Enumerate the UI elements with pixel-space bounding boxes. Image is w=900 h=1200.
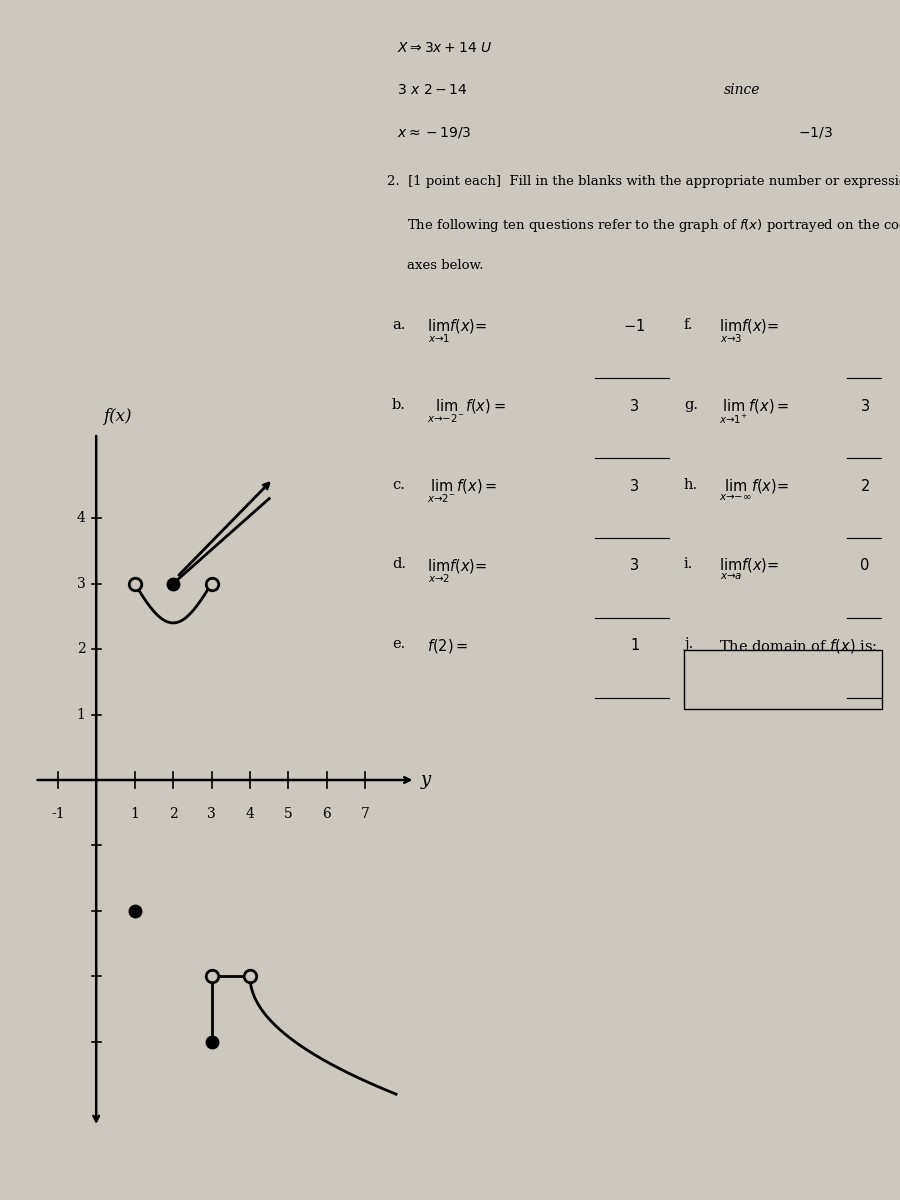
Text: $X \Rightarrow 3x + 14\ U$: $X \Rightarrow 3x + 14\ U$	[397, 41, 492, 55]
Text: b.: b.	[392, 397, 406, 412]
Text: since: since	[724, 83, 760, 97]
Text: The domain of $f(x)$ is:: The domain of $f(x)$ is:	[719, 637, 877, 655]
Text: -1: -1	[51, 808, 65, 822]
Text: $\lim_{x \to a} f(x) =$: $\lim_{x \to a} f(x) =$	[719, 557, 778, 582]
Text: $3$: $3$	[629, 557, 640, 574]
Text: axes below.: axes below.	[407, 259, 483, 272]
Bar	[684, 649, 882, 708]
Text: $\lim_{x \to -\infty} f(x) =$: $\lim_{x \to -\infty} f(x) =$	[719, 478, 788, 503]
Text: 2: 2	[168, 808, 177, 822]
Text: $f(2) =$: $f(2) =$	[427, 637, 468, 655]
Text: i.: i.	[684, 557, 693, 571]
Text: 4: 4	[246, 808, 255, 822]
Text: $3$: $3$	[629, 478, 640, 493]
Text: g.: g.	[684, 397, 698, 412]
Text: $3$: $3$	[860, 397, 869, 414]
Text: j.: j.	[684, 637, 693, 652]
Text: $1$: $1$	[630, 637, 639, 653]
Text: $\lim_{x \to 2^{-}} f(x) =$: $\lim_{x \to 2^{-}} f(x) =$	[427, 478, 497, 505]
Text: $\lim_{x \to 1} f(x) =$: $\lim_{x \to 1} f(x) =$	[427, 318, 487, 346]
Text: 7: 7	[361, 808, 370, 822]
Text: $-1$: $-1$	[624, 318, 645, 334]
Text: h.: h.	[684, 478, 698, 492]
Text: $\lim_{x \to 2} f(x) =$: $\lim_{x \to 2} f(x) =$	[427, 557, 487, 584]
Text: $3$: $3$	[629, 397, 640, 414]
Text: 1: 1	[130, 808, 140, 822]
Text: a.: a.	[392, 318, 405, 332]
Text: 2: 2	[76, 642, 86, 656]
Text: 3: 3	[207, 808, 216, 822]
Text: $0$: $0$	[860, 557, 870, 574]
Text: $x \approx -19/3$: $x \approx -19/3$	[397, 125, 472, 139]
Text: c.: c.	[392, 478, 405, 492]
Text: f(x): f(x)	[104, 408, 131, 425]
Text: d.: d.	[392, 557, 406, 571]
Text: $3\ x\ 2 - 14$: $3\ x\ 2 - 14$	[397, 83, 468, 97]
Text: $-1/3$: $-1/3$	[797, 125, 832, 139]
Text: y: y	[421, 770, 431, 790]
Text: $\lim_{x \to 3} f(x) =$: $\lim_{x \to 3} f(x) =$	[719, 318, 778, 346]
Text: 6: 6	[322, 808, 331, 822]
Text: 4: 4	[76, 511, 86, 526]
Text: $\lim_{x \to 1^{+}} f(x) =$: $\lim_{x \to 1^{+}} f(x) =$	[719, 397, 788, 426]
Text: 3: 3	[76, 577, 86, 590]
Text: $\lim_{x \to -2^{-}} f(x) =$: $\lim_{x \to -2^{-}} f(x) =$	[427, 397, 506, 425]
Text: e.: e.	[392, 637, 405, 652]
Text: 1: 1	[76, 708, 86, 721]
Text: The following ten questions refer to the graph of $f(x)$ portrayed on the coordi: The following ten questions refer to the…	[407, 217, 900, 234]
Text: 5: 5	[284, 808, 292, 822]
Text: f.: f.	[684, 318, 694, 332]
Text: 2.  [1 point each]  Fill in the blanks with the appropriate number or expression: 2. [1 point each] Fill in the blanks wit…	[387, 175, 900, 188]
Text: $2$: $2$	[860, 478, 869, 493]
